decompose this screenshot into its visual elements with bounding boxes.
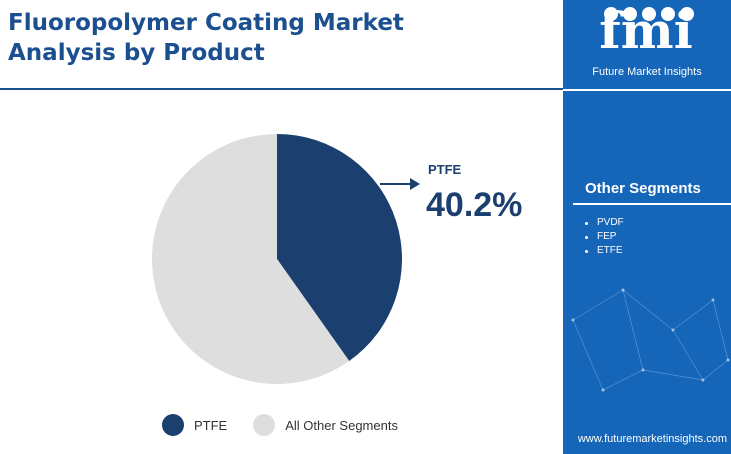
pie-slice-all-other-segments (152, 134, 350, 384)
title-line-2: Analysis by Product (8, 40, 265, 66)
bullet-icon (585, 249, 588, 253)
network-decoration (571, 288, 730, 392)
pie-slice-ptfe (277, 134, 403, 362)
legend-label-other: All Other Segments (285, 417, 398, 433)
legend-item-other: All Other Segments (253, 414, 398, 436)
bullet-icon (585, 221, 588, 225)
other-segments-heading: Other Segments (585, 180, 701, 197)
callout-value: 40.2% (426, 186, 523, 224)
logo-icons (604, 7, 694, 21)
title-line-1: Fluoropolymer Coating Market (8, 10, 404, 36)
other-segments-divider (573, 203, 731, 205)
callout-arrow (380, 178, 420, 190)
chart-legend: PTFE All Other Segments (162, 414, 424, 436)
legend-label-ptfe: PTFE (194, 417, 228, 433)
legend-item-ptfe: PTFE (162, 414, 227, 436)
logo-divider (563, 89, 731, 91)
legend-swatch-other (253, 414, 276, 436)
legend-swatch-ptfe (162, 414, 184, 436)
pie-chart (152, 134, 420, 384)
logo-subtitle: Future Market Insights (592, 66, 702, 78)
title-divider (0, 88, 563, 90)
other-segments-list: PVDF FEP ETFE (585, 216, 624, 258)
list-item: ETFE (585, 244, 624, 258)
list-item: FEP (585, 230, 624, 244)
page-title: Fluoropolymer Coating Market Analysis by… (8, 8, 548, 68)
pie-slices (152, 134, 403, 384)
sidebar: fmi Future Market Insights Other Segment… (563, 0, 731, 454)
bullet-icon (585, 235, 588, 239)
segment-label: FEP (597, 231, 617, 242)
segment-label: PVDF (597, 217, 624, 228)
callout-label: PTFE (428, 162, 462, 177)
website-url: www.futuremarketinsights.com (577, 433, 727, 445)
segment-label: ETFE (597, 245, 623, 256)
list-item: PVDF (585, 216, 624, 230)
